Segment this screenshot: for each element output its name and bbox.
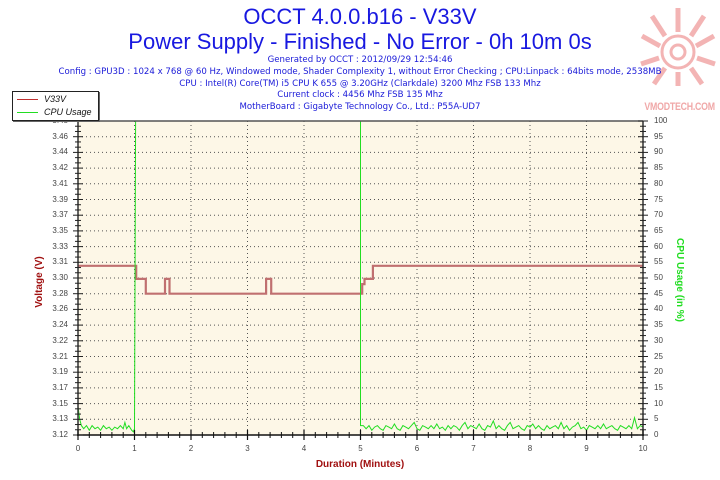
x-tick-label: 5 — [358, 444, 363, 453]
chart-title: OCCT 4.0.0.b16 - V33V — [243, 4, 477, 29]
right-tick-label: 5 — [654, 414, 659, 424]
x-tick-label: 0 — [75, 444, 81, 453]
x-tick-label: 6 — [414, 444, 420, 453]
series-line-cpu-usage — [77, 120, 644, 433]
legend-swatch-v33v — [17, 99, 38, 100]
y2-axis-label: CPU Usage (in %) — [674, 238, 685, 322]
left-tick-label: 3.26 — [52, 304, 68, 314]
info-generated: Generated by OCCT : 2012/09/29 12:54:46 — [267, 55, 453, 65]
right-tick-label: 95 — [654, 131, 663, 141]
left-tick-label: 3.46 — [52, 131, 68, 141]
x-axis-label: Duration (Minutes) — [315, 459, 405, 470]
info-config: Config : GPU3D : 1024 x 768 @ 60 Hz, Win… — [58, 67, 662, 77]
left-tick-label: 3.15 — [52, 398, 68, 408]
left-tick-label: 3.12 — [52, 430, 68, 439]
x-tick-label: 1 — [132, 444, 137, 453]
right-tick-label: 60 — [654, 241, 663, 251]
x-tick-label: 4 — [301, 444, 307, 453]
right-tick-label: 55 — [654, 257, 663, 267]
left-tick-label: 3.17 — [52, 382, 68, 392]
info-cpu: CPU : Intel(R) Core(TM) i5 CPU K 655 @ 3… — [179, 79, 541, 89]
left-tick-label: 3.39 — [52, 194, 68, 204]
right-tick-label: 25 — [654, 351, 663, 361]
right-tick-label: 30 — [654, 335, 663, 345]
right-tick-label: 85 — [654, 163, 663, 173]
right-tick-label: 10 — [654, 398, 663, 408]
right-tick-label: 80 — [654, 178, 663, 188]
right-tick-label: 35 — [654, 320, 663, 330]
legend-label-cpu-usage: CPU Usage — [44, 107, 92, 117]
right-tick-label: 90 — [654, 147, 663, 157]
x-tick-label: 10 — [638, 444, 648, 453]
legend-label-v33v: V33V — [44, 94, 67, 104]
right-tick-label: 100 — [654, 116, 668, 125]
watermark-text: VMODTECH.COM — [644, 101, 715, 113]
left-tick-label: 3.31 — [52, 257, 68, 267]
x-tick-label: 7 — [471, 444, 476, 453]
x-tick-label: 3 — [245, 444, 250, 453]
right-tick-label: 0 — [654, 430, 659, 439]
legend-swatch-cpu-usage — [17, 112, 38, 113]
x-tick-label: 9 — [584, 444, 589, 453]
left-tick-label: 3.24 — [52, 320, 68, 330]
series-line-v33v — [78, 264, 643, 295]
left-tick-label: 3.33 — [52, 241, 68, 251]
left-tick-label: 3.42 — [52, 163, 68, 173]
right-tick-label: 65 — [654, 225, 663, 235]
legend-item-v33v: V33V — [13, 93, 98, 106]
right-tick-label: 15 — [654, 382, 663, 392]
chart-subtitle: Power Supply - Finished - No Error - 0h … — [128, 29, 592, 54]
left-tick-label: 3.37 — [52, 210, 68, 220]
left-tick-label: 3.44 — [52, 147, 68, 157]
right-tick-label: 45 — [654, 288, 663, 298]
x-tick-label: 2 — [188, 444, 194, 453]
right-tick-label: 40 — [654, 304, 663, 314]
right-tick-label: 50 — [654, 273, 663, 282]
right-tick-label: 20 — [654, 367, 663, 377]
legend: V33V CPU Usage — [12, 91, 99, 121]
x-tick-label: 8 — [527, 444, 533, 453]
left-tick-label: 3.28 — [52, 288, 68, 298]
left-tick-label: 3.19 — [52, 367, 68, 377]
right-tick-label: 75 — [654, 194, 663, 204]
sunburst-logo-icon — [640, 8, 716, 86]
left-tick-label: 3.22 — [52, 335, 68, 345]
left-tick-label: 3.35 — [52, 225, 68, 235]
left-tick-label: 3.21 — [52, 351, 68, 361]
info-current-clock: Current clock : 4456 Mhz FSB 135 Mhz — [277, 90, 443, 100]
left-tick-label: 3.13 — [52, 414, 68, 424]
left-tick-label: 3.30 — [52, 273, 68, 282]
y-axis-label: Voltage (V) — [34, 256, 45, 308]
right-tick-label: 70 — [654, 210, 663, 220]
info-motherboard: MotherBoard : Gigabyte Technology Co., L… — [239, 102, 481, 112]
legend-item-cpu-usage: CPU Usage — [13, 106, 98, 119]
left-tick-label: 3.41 — [52, 178, 68, 188]
